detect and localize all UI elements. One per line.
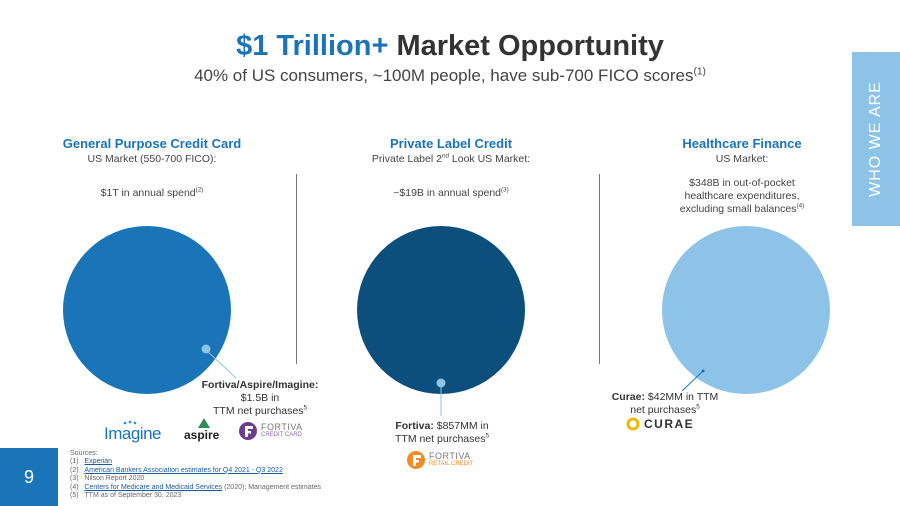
market-circle-private-label — [357, 226, 525, 394]
callout-healthcare: Curae: $42MM in TTM net purchases5 — [611, 391, 719, 416]
connector-line-general-purpose — [205, 349, 237, 379]
aspire-logo: aspire — [182, 418, 228, 442]
source-link-cms[interactable]: Centers for Medicare and Medicaid Servic… — [84, 483, 223, 491]
column-market-healthcare: US Market: — [715, 153, 769, 165]
column-market-general-purpose: US Market (550-700 FICO): — [87, 153, 217, 165]
source-item: (4) Centers for Medicare and Medicaid Se… — [70, 483, 321, 491]
source-item: (3) Nilson Report 2020 — [70, 475, 145, 483]
share-dot-healthcare — [701, 369, 705, 373]
column-title-private-label: Private Label Credit — [389, 136, 513, 151]
callout-private-label: Fortiva: $857MM in TTM net purchases5 — [395, 420, 489, 445]
source-item: (1) Experian — [70, 458, 113, 466]
source-item: (2) American Bankers Association estimat… — [70, 466, 283, 474]
sources-footnotes: Sources: (1) Experian (2) American Banke… — [70, 450, 321, 500]
fortiva-credit-card-logo: FORTIVA CREDIT CARD — [238, 421, 310, 443]
connector-line-healthcare — [681, 370, 704, 392]
column-divider — [296, 174, 297, 364]
page-title: $1 Trillion+ Market Opportunity — [236, 30, 664, 62]
column-divider — [599, 174, 600, 364]
section-tab: WHO WE ARE — [852, 52, 900, 226]
page-number: 9 — [0, 448, 58, 506]
imagine-logo-mark — [123, 420, 137, 425]
curae-logo-mark — [626, 417, 640, 431]
column-spend-private-label: ~$19B in annual spend(3) — [393, 186, 509, 199]
column-market-private-label: Private Label 2nd Look US Market: — [371, 152, 531, 165]
fortiva-logo-mark — [239, 422, 257, 440]
callout-general-purpose: Fortiva/Aspire/Imagine: $1.5B in TTM net… — [201, 379, 319, 417]
page-subtitle: 40% of US consumers, ~100M people, have … — [194, 66, 706, 85]
column-title-healthcare: Healthcare Finance — [682, 136, 802, 151]
market-circle-general-purpose — [63, 226, 231, 394]
source-item: (5) TTM as of September 30, 2023 — [70, 492, 182, 500]
column-title-general-purpose: General Purpose Credit Card — [62, 136, 242, 151]
share-dot-general-purpose — [201, 344, 211, 354]
column-spend-healthcare: $348B in out-of-pocket healthcare expend… — [679, 177, 805, 215]
source-link-experian[interactable]: Experian — [84, 458, 113, 466]
source-link-aba[interactable]: American Bankers Association estimates f… — [84, 466, 283, 474]
imagine-logo: Imagine — [104, 420, 170, 443]
market-circle-healthcare — [662, 226, 830, 394]
fortiva-retail-logo-mark — [407, 451, 425, 469]
curae-logo: CURAE — [626, 417, 698, 433]
aspire-logo-mark — [198, 418, 210, 428]
share-dot-private-label — [436, 378, 446, 388]
column-spend-general-purpose: $1T in annual spend(2) — [100, 186, 204, 199]
fortiva-retail-credit-logo: FORTIVA RETAIL CREDIT — [406, 450, 478, 472]
